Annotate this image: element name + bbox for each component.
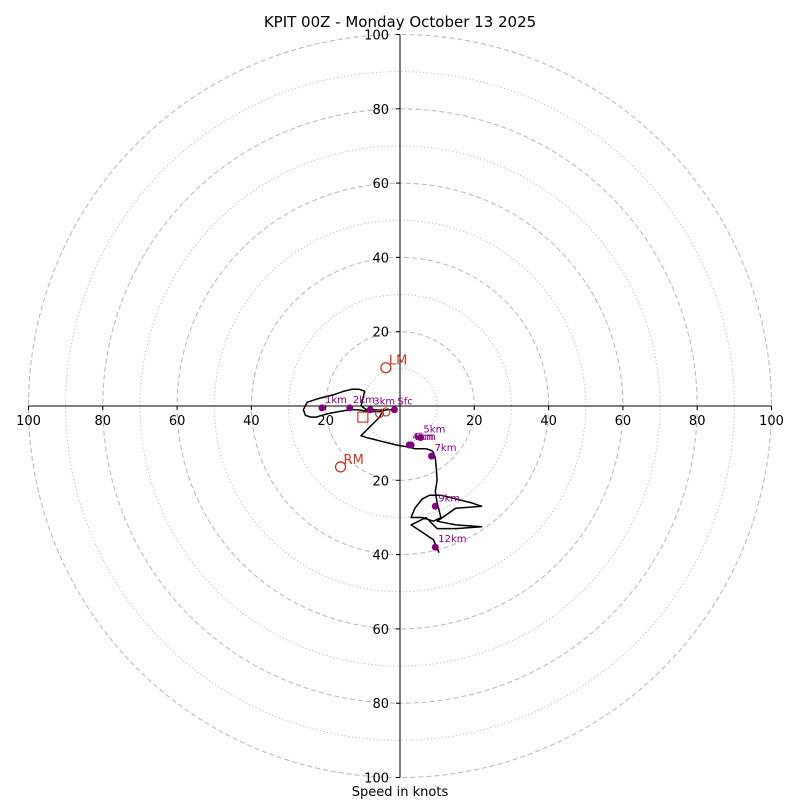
height-marker-label: 1km — [325, 395, 347, 406]
height-marker-point — [390, 406, 398, 414]
x-tick-label: 100 — [16, 414, 41, 429]
height-marker-label: 12km — [438, 534, 466, 545]
height-marker-label: 5km — [423, 425, 445, 436]
y-tick-label: 60 — [372, 623, 389, 638]
height-marker-point — [318, 404, 326, 412]
x-tick-label: 80 — [689, 414, 706, 429]
y-tick-label: 80 — [372, 103, 389, 118]
storm-motion-label: LM — [389, 354, 407, 369]
motion-vector-marker — [374, 408, 385, 419]
height-marker-label: 9km — [438, 493, 460, 504]
chart-title: KPIT 00Z - Monday October 13 2025 — [264, 13, 536, 31]
storm-motion-point — [380, 362, 392, 374]
height-marker-point — [416, 434, 424, 442]
y-tick-label: 60 — [372, 177, 389, 192]
x-axis-label: Speed in knots — [352, 785, 449, 800]
x-tick-label: 20 — [466, 414, 483, 429]
x-tick-label: 80 — [95, 414, 112, 429]
y-tick-label: 80 — [372, 697, 389, 712]
height-marker-point — [346, 404, 354, 412]
y-tick-label: 100 — [364, 772, 389, 787]
y-tick-label: 100 — [364, 29, 389, 44]
height-marker-label: 6km — [414, 432, 436, 443]
x-tick-label: 40 — [243, 414, 260, 429]
motion-vector-marker — [381, 407, 391, 417]
height-marker-label: 7km — [435, 443, 457, 454]
x-tick-label: 60 — [615, 414, 632, 429]
height-marker-label: Sfc — [397, 397, 412, 408]
height-marker-point — [431, 502, 439, 510]
height-marker-point — [407, 441, 415, 449]
x-tick-label: 20 — [317, 414, 334, 429]
y-tick-label: 20 — [372, 326, 389, 341]
storm-motion-group: LM RM — [334, 354, 407, 473]
height-marker-label: 3km — [373, 397, 395, 408]
x-tick-label: 100 — [759, 414, 784, 429]
storm-motion-label: RM — [344, 453, 364, 468]
height-marker-point — [366, 406, 374, 414]
mean-wind-marker — [357, 411, 369, 423]
height-marker-point — [431, 543, 439, 551]
y-tick-label: 20 — [372, 474, 389, 489]
hodograph-trace — [302, 388, 483, 553]
tick-labels-group: 100 80 60 40 20 20 40 60 80 100 100 80 60 40 20 20 40 60 8… — [16, 29, 784, 787]
height-markers-group: Sfc1km2km3km4km5km6km7km9km12km — [318, 395, 467, 551]
x-tick-label: 40 — [540, 414, 557, 429]
x-tick-label: 60 — [169, 414, 186, 429]
hodograph-group — [302, 388, 483, 553]
height-marker-point — [428, 452, 436, 460]
height-marker-label: 2km — [353, 395, 375, 406]
y-tick-label: 40 — [372, 251, 389, 266]
axes-group — [28, 34, 772, 778]
y-tick-label: 40 — [372, 549, 389, 564]
storm-motion-point — [334, 461, 347, 473]
